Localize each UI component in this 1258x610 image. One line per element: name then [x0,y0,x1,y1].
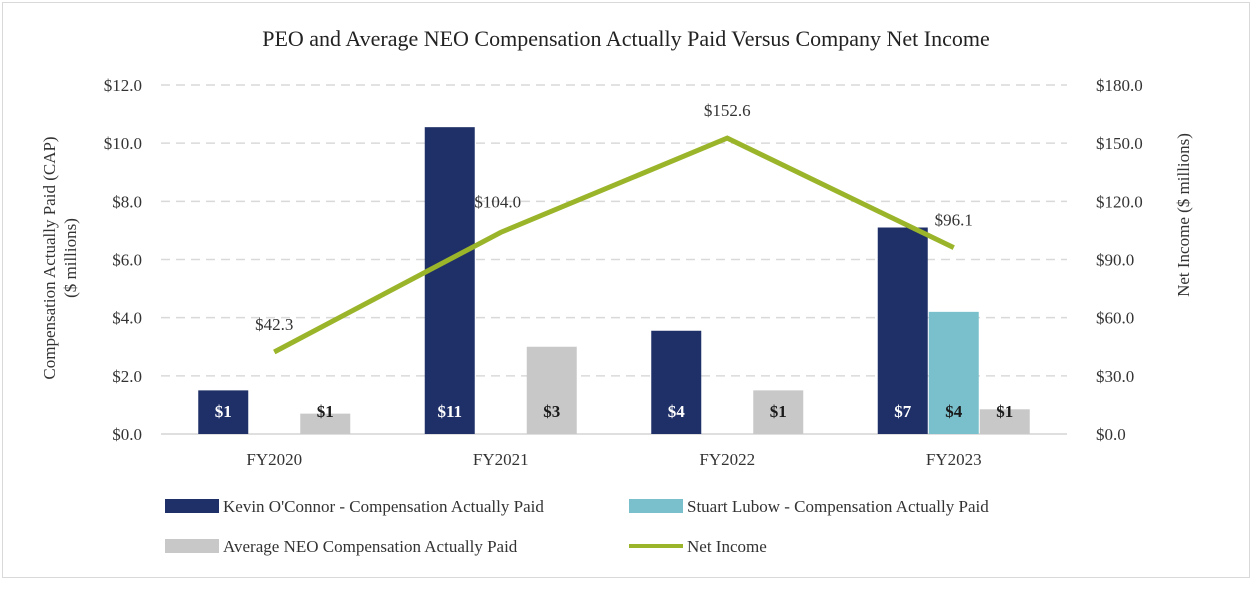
bar-data-label: $4 [668,402,686,421]
left-tick-label: $8.0 [112,192,142,211]
right-axis-title: Net Income ($ millions) [1174,133,1193,297]
net-income-data-label: $96.1 [935,211,973,230]
left-axis-ticks: $0.0 $2.0 $4.0 $6.0 $8.0 $10.0 $12.0 [104,76,142,444]
bar [424,127,475,434]
category-label: FY2023 [926,450,982,469]
legend-label: Stuart Lubow - Compensation Actually Pai… [687,497,989,516]
left-tick-label: $12.0 [104,76,142,95]
right-tick-label: $0.0 [1096,425,1126,444]
right-tick-label: $30.0 [1096,367,1134,386]
legend-label: Kevin O'Connor - Compensation Actually P… [223,497,544,516]
chart-frame: PEO and Average NEO Compensation Actuall… [2,2,1250,578]
chart-title: PEO and Average NEO Compensation Actuall… [262,26,990,51]
net-income-data-label: $152.6 [704,101,751,120]
bar-data-label: $1 [996,402,1013,421]
left-tick-label: $6.0 [112,251,142,270]
bar [979,409,1030,434]
left-tick-label: $0.0 [112,425,142,444]
bar-data-label: $1 [215,402,232,421]
left-axis-title: Compensation Actually Paid (CAP) [40,136,59,379]
legend-label: Average NEO Compensation Actually Paid [223,537,518,556]
category-labels: FY2020 FY2021 FY2022 FY2023 [246,450,981,469]
bar-data-label: $4 [945,402,963,421]
bar-data-label: $3 [543,402,560,421]
legend-swatch [629,499,683,513]
legend: Kevin O'Connor - Compensation Actually P… [165,497,989,556]
legend-label: Net Income [687,537,767,556]
bar-data-label: $1 [317,402,334,421]
bar [651,330,702,434]
right-tick-label: $180.0 [1096,76,1143,95]
net-income-line-layer: $42.3 $104.0 $152.6 $96.1 [255,101,973,355]
left-tick-label: $10.0 [104,134,142,153]
right-tick-label: $120.0 [1096,192,1143,211]
right-axis-ticks: $0.0 $30.0 $60.0 $90.0 $120.0 $150.0 $180.0 [1096,76,1143,444]
left-axis-subtitle: ($ millions) [61,218,80,298]
chart-svg: PEO and Average NEO Compensation Actuall… [40,26,1193,556]
bar-data-label: $11 [437,402,462,421]
left-tick-label: $2.0 [112,367,142,386]
bar [753,390,804,434]
left-tick-label: $4.0 [112,309,142,328]
category-label: FY2021 [473,450,529,469]
net-income-data-label: $42.3 [255,315,293,334]
category-label: FY2022 [699,450,755,469]
bar-data-label: $7 [894,402,912,421]
category-label: FY2020 [246,450,302,469]
bar-labels: $1 $1 $11 $3 $4 $1 $7 $4 $1 [215,402,1014,421]
legend-swatch [165,499,219,513]
bar-data-label: $1 [770,402,787,421]
net-income-line [273,135,955,355]
right-tick-label: $90.0 [1096,251,1134,270]
right-tick-label: $150.0 [1096,134,1143,153]
bars [198,127,1030,434]
bar [928,311,979,434]
bar [877,227,928,434]
right-tick-label: $60.0 [1096,309,1134,328]
legend-swatch [165,539,219,553]
bar [526,346,577,434]
net-income-data-label: $104.0 [474,192,521,211]
bar [300,413,351,434]
bar [198,390,249,434]
